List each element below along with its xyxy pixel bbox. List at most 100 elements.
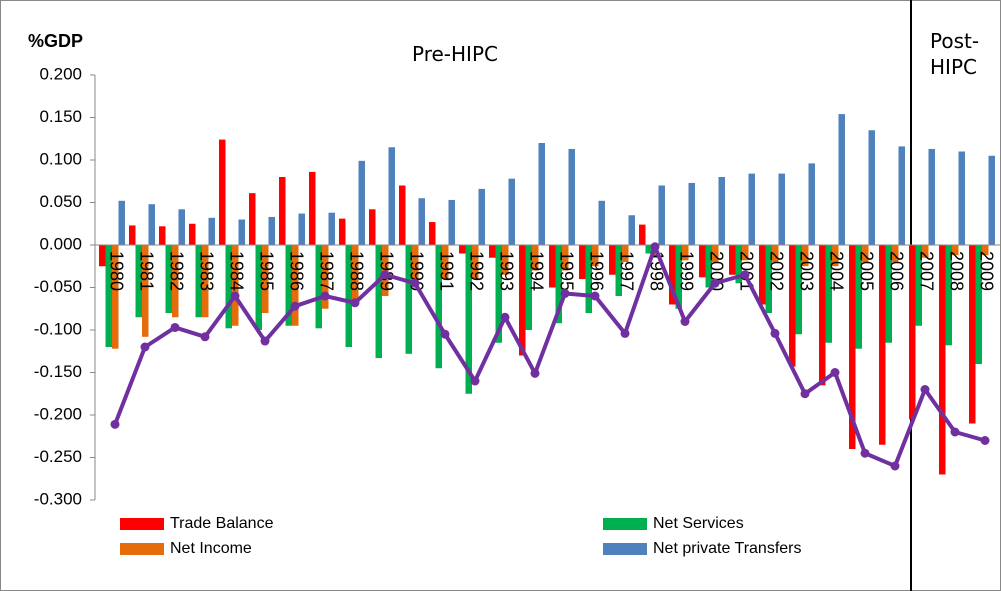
x-tick-label: 1988 [346, 251, 366, 291]
x-tick-label: 2007 [916, 251, 936, 291]
y-tick-label: 0.050 [39, 192, 82, 211]
bar [939, 245, 946, 475]
bar [285, 245, 292, 326]
bar [622, 245, 629, 262]
bar [952, 245, 959, 256]
x-tick-label: 1992 [466, 251, 486, 291]
y-tick-label: -0.100 [34, 319, 82, 338]
bar [585, 245, 592, 313]
x-tick-label: 2008 [946, 251, 966, 291]
legend-label: Net Services [653, 515, 744, 532]
bar [712, 245, 719, 262]
bar [429, 222, 436, 245]
bar [298, 213, 305, 245]
bar [928, 148, 935, 245]
bar [855, 245, 862, 349]
bar [405, 245, 412, 354]
line-point [740, 270, 750, 280]
line-point [320, 291, 330, 301]
bar [129, 225, 136, 245]
y-tick-label: -0.200 [34, 404, 82, 423]
x-tick-label: 1980 [106, 251, 126, 291]
line-point [530, 368, 540, 378]
line-point [410, 278, 420, 288]
bar [232, 245, 239, 326]
bar [705, 245, 712, 288]
bar [202, 245, 209, 318]
bar [388, 147, 395, 245]
line-point [350, 298, 360, 308]
line-point [380, 270, 390, 280]
bar [628, 215, 635, 245]
bar [838, 114, 845, 245]
bar [808, 163, 815, 245]
bar [825, 245, 832, 343]
x-tick-label: 1993 [496, 251, 516, 291]
line-point [590, 291, 600, 301]
x-tick-label: 1997 [616, 251, 636, 291]
line-point [980, 436, 990, 445]
bar [142, 245, 149, 337]
bar [735, 245, 742, 284]
x-tick-label: 2003 [796, 251, 816, 291]
bar [148, 204, 155, 245]
bar [249, 193, 256, 245]
line-point [680, 317, 690, 326]
bar [112, 245, 119, 349]
bar [579, 245, 586, 279]
x-tick-label: 1982 [166, 251, 186, 291]
bar [525, 245, 532, 330]
bar [262, 245, 269, 313]
annotation: Post-HIPC [930, 29, 980, 79]
y-tick-label: 0.200 [39, 64, 82, 83]
line-point [140, 342, 150, 352]
bar [819, 245, 826, 386]
bar [135, 245, 142, 318]
bar [555, 245, 562, 324]
bar [219, 139, 226, 245]
bar [615, 245, 622, 296]
bar [802, 245, 809, 267]
bar [358, 160, 365, 245]
bar [322, 245, 329, 309]
line-point [110, 419, 120, 429]
bar [478, 188, 485, 245]
bar [849, 245, 856, 449]
bar [459, 245, 466, 254]
bar [238, 219, 245, 245]
line-point [560, 288, 570, 298]
bar [568, 148, 575, 245]
bar [729, 245, 736, 275]
bar [369, 209, 376, 245]
line-point [170, 322, 180, 332]
bar [765, 245, 772, 313]
bar [969, 245, 976, 424]
bar [279, 177, 286, 245]
bar [922, 245, 929, 258]
x-tick-label: 1985 [256, 251, 276, 291]
bar [178, 209, 185, 245]
bar [352, 245, 359, 305]
x-tick-label: 1994 [526, 251, 546, 291]
y-tick-label: -0.050 [34, 277, 82, 296]
bar [609, 245, 616, 275]
line-point [650, 242, 660, 252]
bar [639, 224, 646, 245]
x-tick-label: 1987 [316, 251, 336, 291]
bar [945, 245, 952, 346]
bar [399, 185, 406, 245]
bar [442, 245, 449, 279]
bar [645, 245, 652, 254]
bar [898, 146, 905, 245]
line-point [800, 389, 810, 399]
bar [718, 177, 725, 245]
bar [418, 198, 425, 245]
bar [915, 245, 922, 326]
bar [862, 245, 869, 262]
bar [328, 212, 335, 245]
line-point [440, 329, 450, 339]
x-tick-label: 1999 [676, 251, 696, 291]
x-tick-label: 1991 [436, 251, 456, 291]
